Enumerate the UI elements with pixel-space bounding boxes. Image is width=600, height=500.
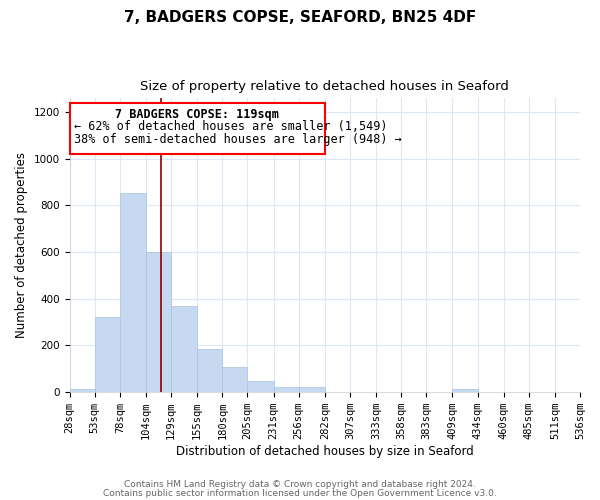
FancyBboxPatch shape bbox=[70, 103, 325, 154]
Text: 38% of semi-detached houses are larger (948) →: 38% of semi-detached houses are larger (… bbox=[74, 134, 401, 146]
Bar bbox=[95, 317, 120, 392]
Bar bbox=[120, 192, 146, 392]
Bar bbox=[247, 381, 274, 392]
Bar bbox=[299, 387, 325, 392]
Y-axis label: Number of detached properties: Number of detached properties bbox=[15, 152, 28, 338]
Bar bbox=[274, 387, 299, 392]
Bar bbox=[197, 348, 222, 392]
Text: 7, BADGERS COPSE, SEAFORD, BN25 4DF: 7, BADGERS COPSE, SEAFORD, BN25 4DF bbox=[124, 10, 476, 25]
Title: Size of property relative to detached houses in Seaford: Size of property relative to detached ho… bbox=[140, 80, 509, 93]
Bar bbox=[146, 252, 171, 392]
Bar bbox=[70, 390, 95, 392]
X-axis label: Distribution of detached houses by size in Seaford: Distribution of detached houses by size … bbox=[176, 444, 473, 458]
Text: 7 BADGERS COPSE: 119sqm: 7 BADGERS COPSE: 119sqm bbox=[115, 108, 279, 120]
Bar bbox=[222, 368, 247, 392]
Text: ← 62% of detached houses are smaller (1,549): ← 62% of detached houses are smaller (1,… bbox=[74, 120, 387, 134]
Text: Contains public sector information licensed under the Open Government Licence v3: Contains public sector information licen… bbox=[103, 488, 497, 498]
Bar bbox=[452, 390, 478, 392]
Bar bbox=[171, 306, 197, 392]
Text: Contains HM Land Registry data © Crown copyright and database right 2024.: Contains HM Land Registry data © Crown c… bbox=[124, 480, 476, 489]
